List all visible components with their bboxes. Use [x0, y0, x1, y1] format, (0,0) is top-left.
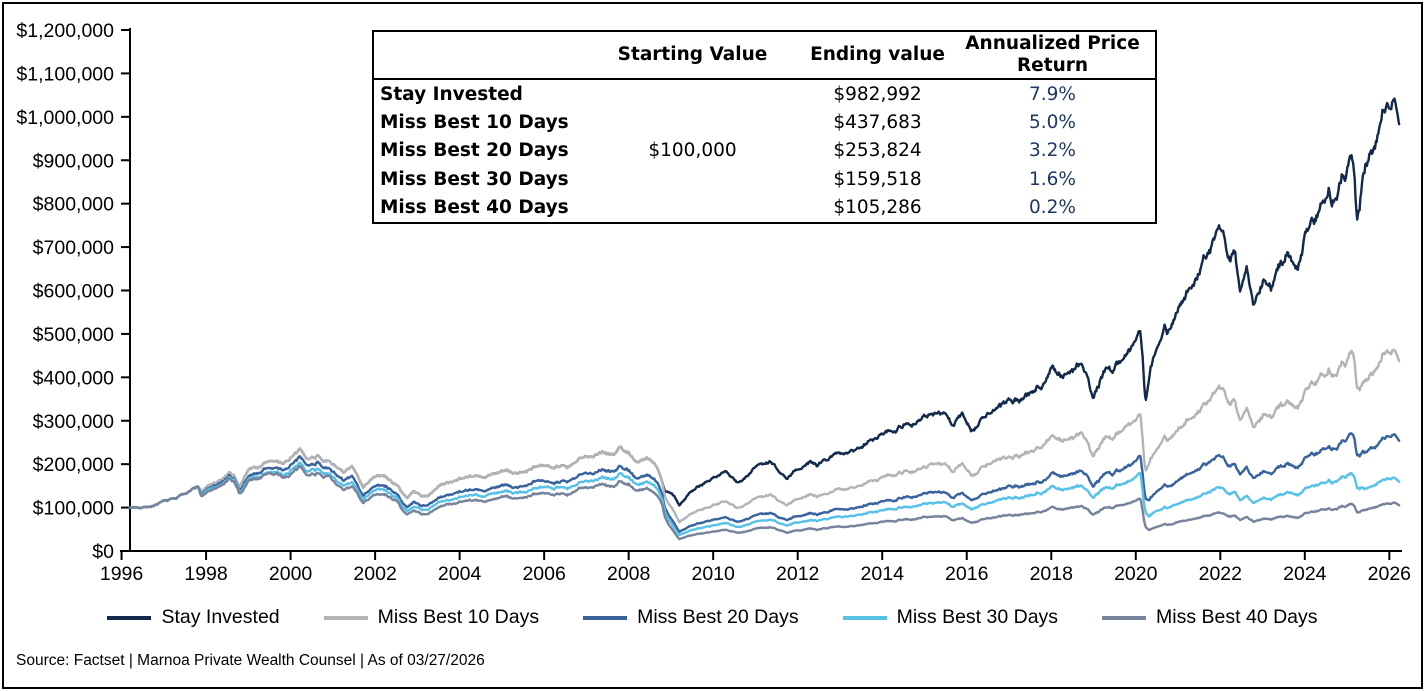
line-swatch-icon [583, 615, 628, 620]
y-axis-tick-label: $800,000 [33, 194, 114, 216]
table-cell-ending: $253,824 [833, 140, 922, 162]
legend-item-miss-10: Miss Best 10 Days [323, 606, 540, 629]
table-cell-starting [580, 165, 805, 193]
y-axis-tick-label: $0 [92, 541, 114, 563]
y-axis-tick-label: $1,000,000 [16, 107, 114, 129]
table-cell-starting [580, 80, 805, 108]
table-cell-ending: $437,683 [833, 112, 922, 134]
source-note: Source: Factset | Marnoa Private Wealth … [16, 652, 485, 669]
table-header-annualized: Annualized Price Return [950, 32, 1155, 80]
y-axis-tick-label: $300,000 [33, 411, 114, 433]
x-axis-tick-label: 2012 [776, 563, 819, 585]
x-axis-tick-label: 2008 [607, 563, 650, 585]
x-axis-tick-label: 2002 [353, 563, 396, 585]
x-axis-tick-label: 2000 [269, 563, 313, 585]
line-swatch-icon [842, 615, 887, 620]
legend-label: Miss Best 20 Days [637, 606, 799, 628]
table-cell-return: 1.6% [1029, 168, 1076, 190]
line-swatch-icon [107, 615, 152, 620]
x-axis-tick-label: 2024 [1283, 563, 1327, 585]
y-axis-tick-label: $100,000 [33, 498, 114, 520]
x-axis-tick-label: 2016 [945, 563, 988, 585]
y-axis-tick-label: $200,000 [33, 454, 114, 476]
y-axis-tick-label: $500,000 [33, 324, 114, 346]
series-line [128, 348, 1401, 524]
x-axis-tick-label: 2014 [861, 563, 905, 585]
table-cell-ending: $105,286 [833, 197, 922, 219]
legend-item-miss-40: Miss Best 40 Days [1102, 606, 1318, 629]
table-cell-starting [580, 108, 805, 136]
y-axis-tick-label: $1,200,000 [16, 20, 114, 42]
table-header-ending: Ending value [805, 32, 950, 80]
legend-item-stay-invested: Stay Invested [107, 606, 280, 629]
legend-label: Miss Best 40 Days [1156, 606, 1318, 628]
table-cell-starting [580, 194, 805, 222]
x-axis-tick-label: 2022 [1199, 563, 1242, 585]
line-swatch-icon [1102, 615, 1147, 620]
table-header-starting: Starting Value [580, 32, 805, 80]
table-cell-ending: $159,518 [833, 168, 922, 190]
legend-label: Stay Invested [161, 606, 280, 628]
table-row-label: Miss Best 40 Days [380, 197, 569, 219]
table-cell-return: 7.9% [1029, 83, 1076, 105]
table-cell-starting: $100,000 [648, 140, 737, 162]
y-axis-tick-label: $600,000 [33, 281, 114, 303]
table-header-blank [374, 32, 580, 80]
legend-item-miss-30: Miss Best 30 Days [842, 606, 1059, 629]
series-line [128, 432, 1401, 533]
x-axis-tick-label: 1998 [184, 563, 227, 585]
table-cell-return: 0.2% [1029, 197, 1076, 219]
x-axis-tick-label: 2010 [691, 563, 735, 585]
table-row-label: Miss Best 10 Days [380, 112, 569, 134]
legend-label: Miss Best 30 Days [896, 606, 1059, 628]
y-axis-tick-label: $400,000 [33, 367, 114, 389]
x-axis-tick-label: 2018 [1030, 563, 1073, 585]
y-axis-tick-label: $700,000 [33, 237, 114, 259]
legend-label: Miss Best 10 Days [377, 606, 540, 628]
x-axis-tick-label: 1996 [100, 563, 143, 585]
x-axis-tick-label: 2006 [522, 563, 565, 585]
chart-legend: Stay Invested Miss Best 10 Days Miss Bes… [0, 606, 1425, 629]
x-axis-tick-label: 2020 [1114, 563, 1158, 585]
table-cell-ending: $982,992 [833, 83, 922, 105]
x-axis-tick-label: 2004 [438, 563, 482, 585]
table-row-label: Miss Best 30 Days [380, 168, 569, 190]
series-line [128, 464, 1401, 541]
x-axis-tick-label: 2026 [1368, 563, 1411, 585]
legend-item-miss-20: Miss Best 20 Days [583, 606, 799, 629]
table-row-label: Miss Best 20 Days [380, 140, 569, 162]
y-axis-tick-label: $1,100,000 [16, 63, 114, 85]
table-row-label: Stay Invested [380, 83, 523, 105]
y-axis-tick-label: $900,000 [33, 150, 114, 172]
series-line [128, 461, 1401, 537]
table-cell-return: 5.0% [1029, 112, 1076, 134]
line-swatch-icon [323, 615, 368, 620]
summary-table: Starting Value Ending value Annualized P… [372, 30, 1157, 224]
table-cell-return: 3.2% [1029, 140, 1076, 162]
